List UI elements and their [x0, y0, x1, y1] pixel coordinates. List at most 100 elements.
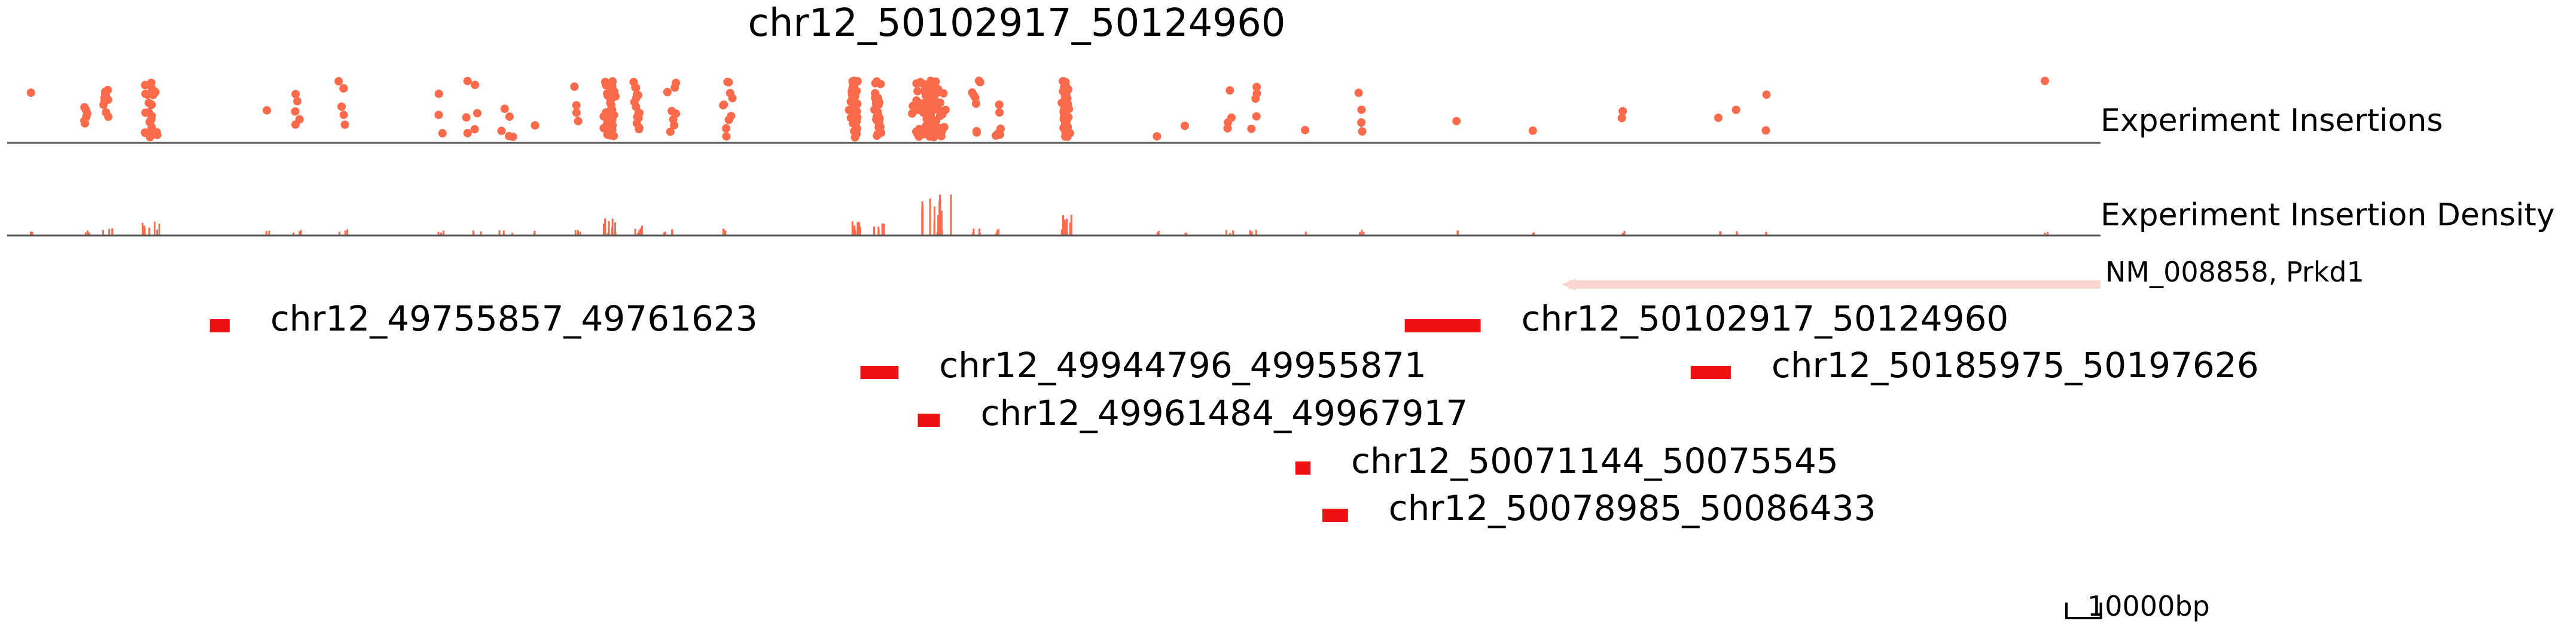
- density-bar: [1062, 215, 1064, 236]
- density-bar: [265, 231, 267, 236]
- peak-label: chr12_50102917_50124960: [1522, 298, 2009, 339]
- insertion-point: [1762, 90, 1771, 99]
- density-bar: [86, 230, 89, 236]
- density-bar: [472, 230, 474, 236]
- insertion-point: [1357, 105, 1366, 114]
- insertion-point: [939, 89, 948, 98]
- insertion-point: [104, 112, 113, 121]
- density-bar: [1720, 231, 1722, 236]
- density-bar: [1623, 231, 1626, 236]
- insertion-point: [609, 132, 618, 140]
- insertions-track: [26, 77, 2049, 142]
- density-bar: [300, 230, 302, 236]
- density-bar: [663, 232, 665, 236]
- insertion-point: [1452, 117, 1461, 126]
- density-bar: [851, 221, 853, 236]
- density-bar: [1157, 232, 1159, 236]
- insertion-point: [1252, 112, 1261, 121]
- insertion-point: [995, 108, 1004, 117]
- insertion-point: [1063, 132, 1072, 141]
- insertion-point: [1731, 105, 1740, 114]
- density-bar: [511, 233, 514, 236]
- insertion-point: [99, 100, 108, 109]
- insertion-point: [908, 109, 917, 118]
- insertion-point: [2041, 77, 2049, 85]
- density-bar: [1060, 229, 1063, 236]
- insertion-point: [727, 112, 736, 121]
- density-bar: [933, 222, 935, 236]
- insertion-point: [632, 83, 641, 92]
- insertion-point: [723, 78, 732, 87]
- density-bar: [1070, 215, 1072, 236]
- insertion-point: [876, 123, 885, 132]
- insertion-point: [462, 113, 471, 122]
- density-bar: [934, 206, 935, 236]
- density-bar: [602, 224, 605, 236]
- insertion-point: [911, 127, 920, 136]
- density-bar: [938, 194, 941, 236]
- peak-label: chr12_50071144_50075545: [1351, 441, 1839, 481]
- insertion-point: [1060, 112, 1068, 121]
- insertion-point: [334, 77, 343, 85]
- peak-bar: [917, 414, 940, 427]
- density-bar: [298, 231, 301, 236]
- density-bar: [940, 210, 943, 236]
- density-bar: [268, 230, 270, 236]
- insertion-point: [1714, 114, 1723, 122]
- density-bar: [437, 231, 440, 236]
- insertion-point: [720, 100, 728, 109]
- density-bar: [856, 222, 859, 236]
- insertion-point: [531, 121, 539, 130]
- density-bar: [440, 233, 442, 236]
- insertion-point: [602, 112, 611, 121]
- gene-track: [1562, 279, 2101, 291]
- insertion-point: [1617, 114, 1626, 123]
- peaks-track: chr12_49755857_49761623 chr12_50102917_50…: [209, 298, 2259, 528]
- density-bar: [31, 231, 33, 236]
- density-bar: [154, 222, 156, 236]
- insertion-point: [634, 113, 643, 122]
- density-bar: [997, 229, 999, 236]
- density-bar: [1532, 233, 1534, 236]
- insertion-point: [570, 82, 579, 91]
- insertion-point: [295, 115, 304, 124]
- insertion-point: [913, 87, 922, 96]
- insertion-point: [608, 77, 617, 86]
- density-bar: [1251, 231, 1253, 236]
- insertion-point: [852, 117, 861, 126]
- insertion-point: [147, 100, 156, 109]
- density-bar: [339, 231, 341, 236]
- density-bar: [639, 228, 642, 236]
- insertion-point: [1761, 126, 1770, 135]
- density-bar: [1533, 232, 1535, 236]
- density-bar: [158, 224, 160, 236]
- density-bar: [858, 222, 861, 236]
- scale-bar-label: 10000bp: [2087, 590, 2210, 622]
- density-bar: [614, 229, 616, 236]
- insertion-point: [1357, 118, 1366, 127]
- insertion-point: [603, 119, 612, 128]
- density-bar: [995, 233, 998, 236]
- insertion-point: [572, 101, 581, 110]
- scale-bar: [2065, 603, 2102, 619]
- insertion-point: [871, 99, 880, 108]
- insertion-point: [1301, 126, 1310, 134]
- density-bar: [929, 198, 931, 236]
- density-bar: [498, 230, 501, 236]
- density-bar: [346, 229, 349, 236]
- insertion-point: [632, 93, 641, 102]
- insertion-point: [1528, 126, 1537, 135]
- density-bar: [664, 231, 666, 236]
- insertion-point: [666, 127, 675, 136]
- insertion-point: [609, 111, 618, 120]
- density-bar: [1457, 230, 1459, 236]
- insertion-point: [100, 90, 109, 99]
- insertion-point: [83, 109, 92, 118]
- density-bar: [921, 201, 923, 236]
- peak-bar: [209, 319, 230, 332]
- insertion-point: [871, 88, 880, 97]
- insertion-point: [663, 88, 672, 96]
- density-bar: [1736, 233, 1739, 236]
- insertion-point: [1247, 124, 1256, 133]
- insertion-point: [80, 117, 89, 126]
